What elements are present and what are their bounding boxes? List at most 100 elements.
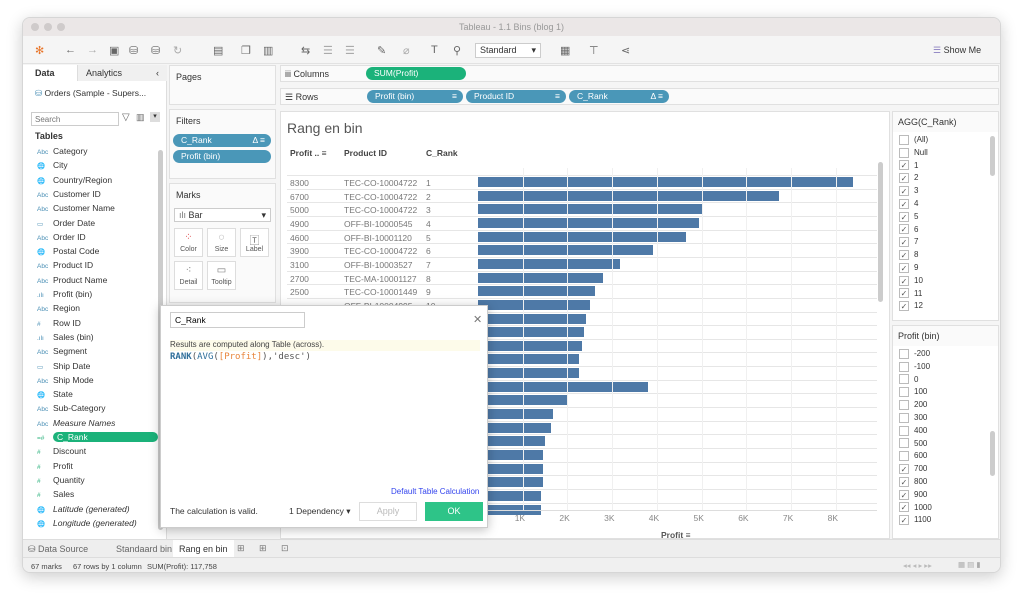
field-item[interactable]: Abc Customer ID — [37, 187, 101, 201]
detail-button[interactable]: ⁖ Detail — [174, 261, 203, 290]
tab-data-source[interactable]: ⛁ Data Source — [28, 544, 89, 554]
bar-mark[interactable] — [478, 422, 552, 433]
label-button[interactable]: 🅃 Label — [240, 228, 269, 257]
field-item[interactable]: # Discount — [37, 444, 86, 458]
bar-mark[interactable] — [478, 504, 542, 515]
checkbox[interactable]: ✓ — [899, 464, 909, 475]
datasource-item[interactable]: ⛁ Orders (Sample - Supers... — [35, 88, 146, 99]
new-dashboard-icon[interactable]: ⊞ — [259, 543, 267, 553]
filter-checkbox-item[interactable]: ✓ 700 — [899, 463, 927, 476]
pause-updates-icon[interactable]: ⛁ — [151, 45, 161, 57]
columns-shelf[interactable]: iii Columns SUM(Profit) — [280, 65, 999, 82]
filter-checkbox-item[interactable]: ✓ 1000 — [899, 502, 932, 515]
forward-icon[interactable]: → — [87, 44, 98, 56]
header-c-rank[interactable]: C_Rank — [426, 148, 458, 158]
field-item[interactable]: # Quantity — [37, 473, 85, 487]
bar-mark[interactable] — [478, 231, 686, 242]
pages-card[interactable]: Pages — [169, 65, 276, 105]
view-toggle-icon[interactable]: ▥ — [136, 112, 145, 122]
refresh-icon[interactable]: ↻ — [173, 45, 183, 57]
sheet-navigation-icon[interactable]: ◂◂ ◂ ▸ ▸▸ — [903, 561, 932, 570]
filter-checkbox-item[interactable]: (All) — [899, 134, 928, 147]
filter-checkbox-item[interactable]: ✓ 6 — [899, 224, 918, 237]
field-item[interactable]: Abc Segment — [37, 344, 87, 358]
formula-editor[interactable]: RANK(AVG([Profit]),'desc') — [170, 352, 311, 362]
field-item[interactable]: 🌐 Longitude (generated) — [37, 516, 137, 530]
checkbox[interactable] — [899, 438, 909, 449]
field-item[interactable]: Abc Measure Names — [37, 416, 115, 430]
presentation-icon[interactable]: ⊤ — [589, 45, 599, 57]
bar-mark[interactable] — [478, 217, 699, 228]
filter-checkbox-item[interactable]: ✓ 900 — [899, 489, 927, 502]
field-item[interactable]: .ılı Profit (bin) — [37, 287, 92, 301]
checkbox[interactable]: ✓ — [899, 288, 909, 299]
share-icon[interactable]: ⋖ — [621, 45, 631, 57]
sort-icon[interactable]: ≡ — [685, 530, 691, 540]
collapse-pane-icon[interactable]: ‹ — [156, 68, 159, 78]
checkbox[interactable]: ✓ — [899, 250, 909, 261]
header-product-id[interactable]: Product ID — [344, 148, 387, 158]
field-search-input[interactable] — [31, 112, 119, 126]
bar-mark[interactable] — [478, 299, 590, 310]
sort-icon[interactable]: ≡ — [321, 148, 327, 158]
field-item[interactable]: Abc Order ID — [37, 230, 86, 244]
field-item[interactable]: 🌐 City — [37, 158, 68, 172]
new-story-icon[interactable]: ⊡ — [281, 543, 289, 553]
rows-pill-product-id[interactable]: Product ID ≡ — [466, 90, 566, 103]
filter-checkbox-item[interactable]: 300 — [899, 412, 927, 425]
bar-mark[interactable] — [478, 245, 653, 256]
filter-checkbox-item[interactable]: ✓ 2 — [899, 172, 918, 185]
back-icon[interactable]: ← — [65, 44, 76, 56]
bar-mark[interactable] — [478, 204, 703, 215]
new-worksheet-icon[interactable]: ▤ — [213, 45, 224, 57]
x-axis-title[interactable]: Profit ≡ — [661, 530, 691, 540]
show-me-button[interactable]: ☰ Show Me — [933, 45, 981, 56]
filter-pill-c-rank[interactable]: C_Rank Δ ≡ — [173, 134, 271, 147]
dependency-dropdown[interactable]: 1 Dependency ▾ — [289, 506, 350, 517]
bar-mark[interactable] — [478, 272, 603, 283]
filter-checkbox-item[interactable]: 100 — [899, 386, 927, 399]
field-item[interactable]: .ılı Sales (bin) — [37, 330, 94, 344]
bar-mark[interactable] — [478, 477, 543, 488]
checkbox[interactable]: ✓ — [899, 186, 909, 197]
sheet-view-icons[interactable]: ▦ ▤ ▮ — [958, 560, 981, 569]
filter-checkbox-item[interactable]: ✓ 8 — [899, 249, 918, 262]
filter-checkbox-item[interactable]: 600 — [899, 450, 927, 463]
color-button[interactable]: ⁘ Color — [174, 228, 203, 257]
filter-checkbox-item[interactable]: ✓ 7 — [899, 236, 918, 249]
checkbox[interactable]: ✓ — [899, 275, 909, 286]
bar-mark[interactable] — [478, 381, 648, 392]
checkbox[interactable] — [899, 425, 909, 436]
tab-standaard-bin[interactable]: Standaard bin — [116, 544, 173, 554]
bar-mark[interactable] — [478, 354, 580, 365]
size-button[interactable]: ◌ Size — [207, 228, 236, 257]
field-item[interactable]: Abc Product Name — [37, 273, 107, 287]
tab-rang-en-bin[interactable]: Rang en bin — [173, 540, 234, 558]
filter-checkbox-item[interactable]: 500 — [899, 438, 927, 451]
checkbox[interactable] — [899, 451, 909, 462]
dropdown-icon[interactable]: ▾ — [150, 112, 160, 122]
checkbox[interactable]: ✓ — [899, 211, 909, 222]
checkbox[interactable]: ✓ — [899, 515, 909, 526]
filter-checkbox-item[interactable]: -200 — [899, 348, 930, 361]
filter-checkbox-item[interactable]: -100 — [899, 361, 930, 374]
field-item[interactable]: Abc Category — [37, 144, 88, 158]
clear-sheet-icon[interactable]: ▥ — [263, 45, 274, 57]
bar-mark[interactable] — [478, 490, 542, 501]
field-item[interactable]: Abc Region — [37, 301, 80, 315]
filter-checkbox-item[interactable]: ✓ 9 — [899, 262, 918, 275]
checkbox[interactable]: ✓ — [899, 160, 909, 171]
filter-checkbox-item[interactable]: 200 — [899, 399, 927, 412]
bar-mark[interactable] — [478, 436, 545, 447]
field-item[interactable]: ▭ Ship Date — [37, 359, 90, 373]
checkbox[interactable]: ✓ — [899, 502, 909, 513]
field-item[interactable]: # Sales — [37, 487, 74, 501]
checkbox[interactable] — [899, 134, 909, 145]
bar-mark[interactable] — [478, 368, 579, 379]
minimize-window-button[interactable] — [44, 23, 52, 31]
filter-checkbox-item[interactable]: ✓ 12 — [899, 300, 923, 313]
field-item[interactable]: # Profit — [37, 459, 73, 473]
zoom-window-button[interactable] — [57, 23, 65, 31]
rows-pill-profit-bin[interactable]: Profit (bin) ≡ — [367, 90, 463, 103]
checkbox[interactable] — [899, 374, 909, 385]
